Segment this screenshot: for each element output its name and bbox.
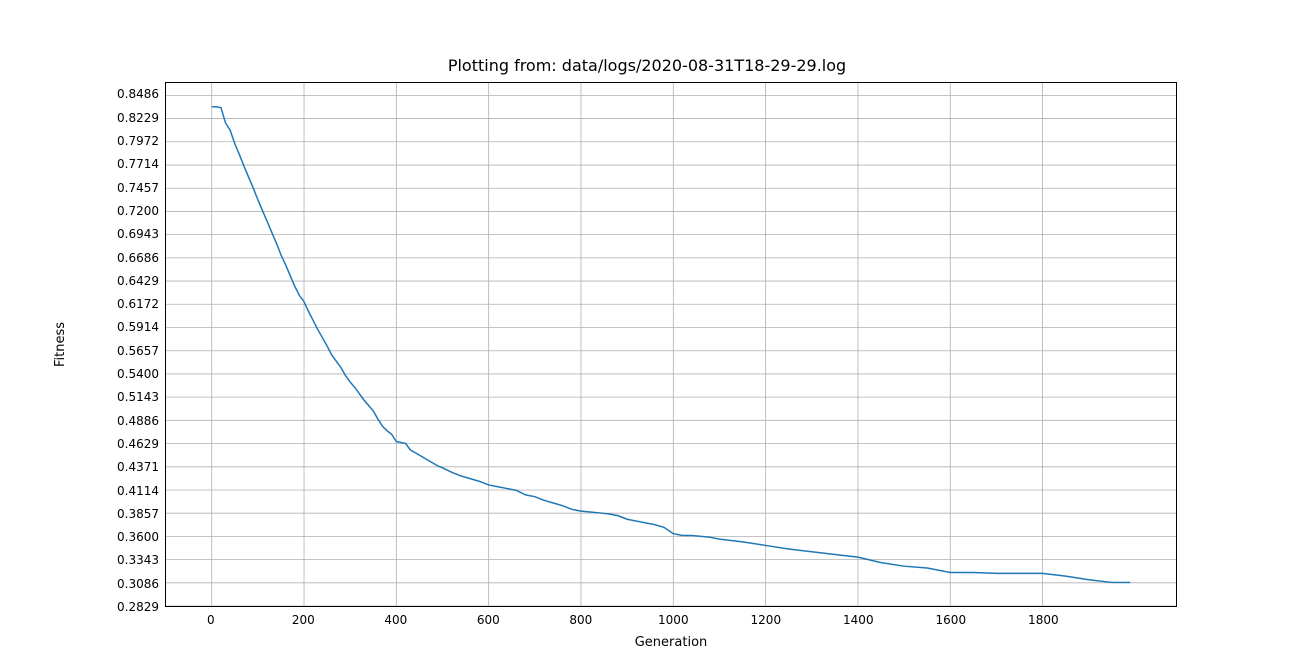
series-group [212,107,1131,583]
xtick-label: 1200 [751,607,782,627]
xtick-label: 1000 [658,607,689,627]
ytick-label: 0.7457 [117,181,165,195]
x-axis-label: Generation [165,635,1177,650]
ytick-label: 0.6429 [117,274,165,288]
ytick-label: 0.6686 [117,251,165,265]
y-axis-label: Fitness [53,82,68,607]
plot-svg [166,83,1176,606]
ytick-label: 0.3086 [117,577,165,591]
xtick-label: 800 [569,607,592,627]
xtick-label: 200 [292,607,315,627]
xtick-label: 600 [477,607,500,627]
ytick-label: 0.4114 [117,484,165,498]
ytick-label: 0.5400 [117,367,165,381]
ytick-label: 0.7714 [117,157,165,171]
xtick-label: 1400 [843,607,874,627]
series-line [212,107,1131,583]
xtick-label: 1600 [936,607,967,627]
ytick-label: 0.4371 [117,460,165,474]
chart-title: Plotting from: data/logs/2020-08-31T18-2… [0,56,1294,75]
grid [166,83,1176,606]
xtick-label: 1800 [1028,607,1059,627]
ytick-label: 0.6172 [117,297,165,311]
ytick-label: 0.4629 [117,437,165,451]
ytick-label: 0.8229 [117,111,165,125]
figure: Plotting from: data/logs/2020-08-31T18-2… [0,0,1294,670]
plot-area [165,82,1177,607]
ytick-label: 0.4886 [117,414,165,428]
xtick-label: 0 [207,607,215,627]
ytick-label: 0.7972 [117,134,165,148]
ytick-label: 0.3343 [117,553,165,567]
ytick-label: 0.5657 [117,344,165,358]
xtick-label: 400 [384,607,407,627]
ytick-label: 0.8486 [117,87,165,101]
ytick-label: 0.2829 [117,600,165,614]
ytick-label: 0.3600 [117,530,165,544]
ytick-label: 0.5143 [117,390,165,404]
ytick-label: 0.7200 [117,204,165,218]
ytick-label: 0.3857 [117,507,165,521]
ytick-label: 0.5914 [117,320,165,334]
ytick-label: 0.6943 [117,227,165,241]
